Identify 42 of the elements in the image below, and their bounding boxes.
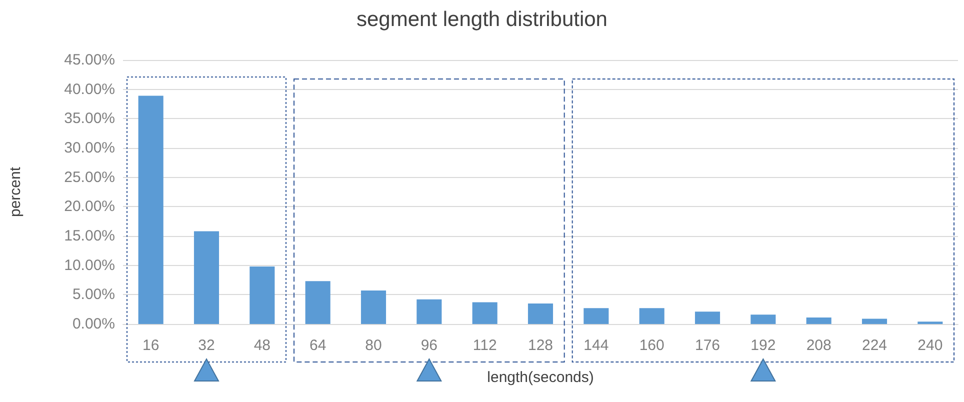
bar: [750, 314, 776, 324]
x-tick-label: 48: [254, 337, 271, 354]
y-tick-label: 10.00%: [64, 256, 115, 274]
y-tick-label: 0.00%: [72, 316, 115, 332]
x-tick-label: 224: [862, 337, 888, 354]
bar: [138, 96, 164, 324]
y-tick-label: 45.00%: [64, 52, 115, 68]
bar: [528, 303, 554, 324]
x-tick-label: 160: [639, 337, 664, 354]
y-tick-label: 35.00%: [64, 110, 115, 128]
x-tick-label: 112: [472, 337, 497, 354]
y-tick-label: 40.00%: [64, 80, 115, 98]
x-tick-label: 64: [309, 337, 326, 354]
x-tick-label: 16: [142, 337, 160, 354]
bar: [472, 302, 498, 324]
y-tick-label: 25.00%: [64, 168, 115, 186]
x-tick-label: 80: [365, 337, 382, 354]
y-tick-label: 20.00%: [64, 198, 115, 216]
x-tick-label: 96: [420, 337, 438, 354]
x-tick-label: 144: [584, 337, 609, 354]
y-tick-label: 5.00%: [72, 286, 115, 304]
x-tick-label: 208: [806, 337, 832, 354]
bar: [250, 266, 275, 324]
x-tick-label: 32: [198, 337, 215, 354]
x-tick-label: 128: [528, 337, 554, 354]
bar: [360, 290, 386, 324]
bar: [194, 231, 220, 324]
bar: [416, 299, 442, 324]
y-axis-title: percent: [7, 166, 24, 218]
y-tick-label: 30.00%: [64, 140, 115, 156]
x-tick-label: 192: [750, 337, 776, 354]
bar: [862, 318, 888, 324]
chart-title: segment length distribution: [356, 8, 608, 31]
bar: [584, 308, 609, 324]
bar: [639, 308, 664, 324]
bar: [305, 281, 330, 324]
x-tick-label: 176: [694, 337, 720, 354]
x-tick-label: 240: [918, 337, 943, 354]
y-tick-label: 15.00%: [64, 228, 115, 244]
x-axis-title: length(seconds): [487, 369, 594, 386]
bar: [694, 312, 720, 324]
bar: [806, 318, 832, 324]
